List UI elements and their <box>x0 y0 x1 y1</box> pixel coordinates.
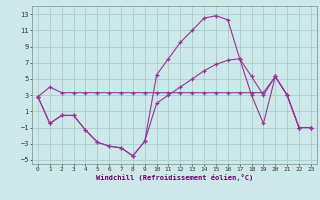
X-axis label: Windchill (Refroidissement éolien,°C): Windchill (Refroidissement éolien,°C) <box>96 174 253 181</box>
